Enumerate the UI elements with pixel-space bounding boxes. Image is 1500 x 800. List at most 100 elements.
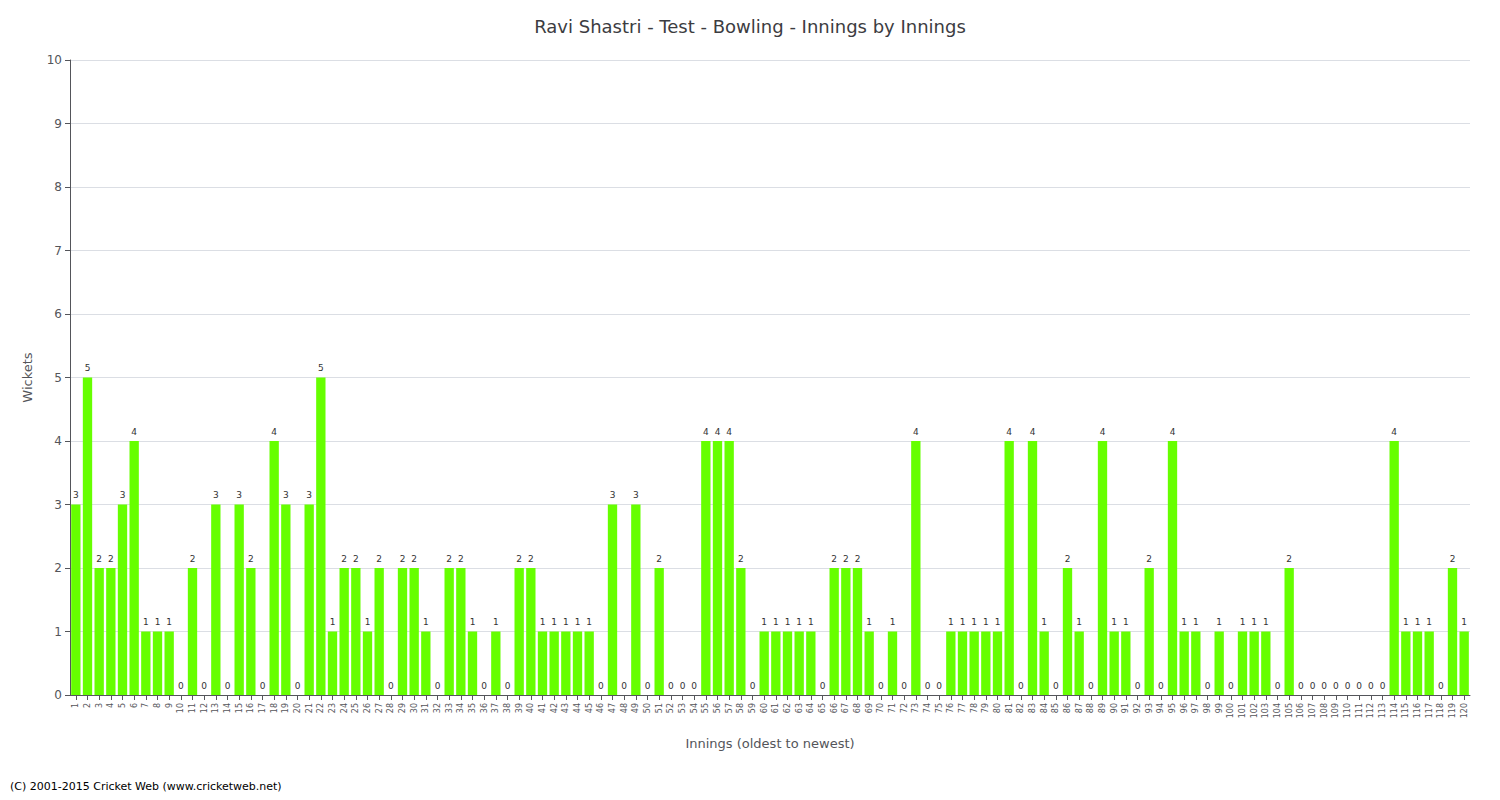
svg-text:2: 2 bbox=[446, 554, 452, 564]
svg-text:7: 7 bbox=[54, 244, 62, 258]
svg-text:0: 0 bbox=[820, 681, 826, 691]
svg-text:3: 3 bbox=[213, 490, 219, 500]
svg-text:1: 1 bbox=[971, 617, 977, 627]
svg-text:105: 105 bbox=[1285, 703, 1294, 718]
svg-text:51: 51 bbox=[655, 703, 664, 713]
svg-text:4: 4 bbox=[913, 427, 919, 437]
svg-text:81: 81 bbox=[1005, 703, 1014, 713]
svg-text:12: 12 bbox=[200, 703, 209, 713]
svg-text:0: 0 bbox=[598, 681, 604, 691]
svg-text:0: 0 bbox=[750, 681, 756, 691]
svg-text:104: 104 bbox=[1273, 703, 1282, 718]
svg-text:73: 73 bbox=[911, 703, 920, 713]
svg-text:84: 84 bbox=[1040, 703, 1049, 713]
svg-text:15: 15 bbox=[235, 703, 244, 713]
svg-text:3: 3 bbox=[610, 490, 616, 500]
svg-text:1: 1 bbox=[948, 617, 954, 627]
svg-text:85: 85 bbox=[1051, 703, 1060, 713]
svg-text:4: 4 bbox=[54, 434, 62, 448]
svg-text:103: 103 bbox=[1261, 703, 1270, 718]
svg-text:28: 28 bbox=[386, 703, 395, 713]
svg-text:91: 91 bbox=[1121, 703, 1130, 713]
svg-text:96: 96 bbox=[1180, 703, 1189, 713]
svg-text:1: 1 bbox=[1041, 617, 1047, 627]
svg-text:0: 0 bbox=[1333, 681, 1339, 691]
svg-text:1: 1 bbox=[540, 617, 546, 627]
svg-text:50: 50 bbox=[643, 703, 652, 713]
svg-text:1: 1 bbox=[365, 617, 371, 627]
svg-text:2: 2 bbox=[656, 554, 662, 564]
svg-text:113: 113 bbox=[1378, 703, 1387, 718]
svg-text:1: 1 bbox=[785, 617, 791, 627]
svg-text:37: 37 bbox=[491, 703, 500, 713]
svg-text:0: 0 bbox=[178, 681, 184, 691]
svg-text:Innings (oldest to newest): Innings (oldest to newest) bbox=[685, 736, 854, 751]
svg-text:10: 10 bbox=[47, 53, 62, 67]
svg-text:33: 33 bbox=[445, 703, 454, 713]
svg-text:65: 65 bbox=[818, 703, 827, 713]
svg-text:34: 34 bbox=[456, 703, 465, 713]
svg-text:67: 67 bbox=[841, 703, 850, 713]
svg-text:57: 57 bbox=[725, 703, 734, 713]
svg-text:3: 3 bbox=[54, 498, 62, 512]
svg-text:4: 4 bbox=[271, 427, 277, 437]
svg-text:59: 59 bbox=[748, 703, 757, 713]
svg-text:44: 44 bbox=[573, 703, 582, 713]
svg-text:69: 69 bbox=[865, 703, 874, 713]
svg-text:22: 22 bbox=[316, 703, 325, 713]
svg-text:5: 5 bbox=[118, 703, 127, 708]
svg-text:0: 0 bbox=[1053, 681, 1059, 691]
svg-text:77: 77 bbox=[958, 703, 967, 713]
svg-text:1: 1 bbox=[71, 703, 80, 708]
svg-text:97: 97 bbox=[1191, 703, 1200, 713]
svg-text:83: 83 bbox=[1028, 703, 1037, 713]
svg-text:0: 0 bbox=[936, 681, 942, 691]
svg-text:56: 56 bbox=[713, 703, 722, 713]
svg-text:1: 1 bbox=[563, 617, 569, 627]
svg-text:0: 0 bbox=[481, 681, 487, 691]
svg-text:0: 0 bbox=[388, 681, 394, 691]
svg-text:18: 18 bbox=[270, 703, 279, 713]
svg-text:0: 0 bbox=[1368, 681, 1374, 691]
svg-text:74: 74 bbox=[923, 703, 932, 713]
svg-text:87: 87 bbox=[1075, 703, 1084, 713]
svg-text:4: 4 bbox=[131, 427, 137, 437]
svg-text:2: 2 bbox=[341, 554, 347, 564]
svg-text:9: 9 bbox=[54, 117, 62, 131]
svg-text:58: 58 bbox=[736, 703, 745, 713]
svg-text:0: 0 bbox=[505, 681, 511, 691]
svg-text:3: 3 bbox=[120, 490, 126, 500]
svg-text:0: 0 bbox=[1135, 681, 1141, 691]
svg-text:120: 120 bbox=[1460, 703, 1469, 718]
svg-text:53: 53 bbox=[678, 703, 687, 713]
svg-text:Wickets: Wickets bbox=[20, 352, 35, 402]
svg-text:0: 0 bbox=[1205, 681, 1211, 691]
svg-text:40: 40 bbox=[526, 703, 535, 713]
svg-text:119: 119 bbox=[1448, 703, 1457, 718]
svg-text:60: 60 bbox=[760, 703, 769, 713]
svg-text:61: 61 bbox=[771, 703, 780, 713]
svg-text:2: 2 bbox=[831, 554, 837, 564]
svg-text:8: 8 bbox=[153, 703, 162, 708]
svg-text:55: 55 bbox=[701, 703, 710, 713]
svg-text:30: 30 bbox=[410, 703, 419, 713]
svg-text:109: 109 bbox=[1331, 703, 1340, 718]
svg-text:6: 6 bbox=[130, 703, 139, 708]
svg-text:2: 2 bbox=[248, 554, 254, 564]
svg-text:5: 5 bbox=[85, 363, 91, 373]
svg-text:43: 43 bbox=[561, 703, 570, 713]
svg-text:4: 4 bbox=[1006, 427, 1012, 437]
svg-text:3: 3 bbox=[73, 490, 79, 500]
svg-text:13: 13 bbox=[211, 703, 220, 713]
svg-text:100: 100 bbox=[1226, 703, 1235, 718]
svg-text:38: 38 bbox=[503, 703, 512, 713]
svg-text:2: 2 bbox=[1450, 554, 1456, 564]
svg-text:1: 1 bbox=[54, 625, 62, 639]
svg-text:0: 0 bbox=[1018, 681, 1024, 691]
svg-text:2: 2 bbox=[411, 554, 417, 564]
svg-text:(C) 2001-2015 Cricket Web (www: (C) 2001-2015 Cricket Web (www.cricketwe… bbox=[10, 780, 282, 793]
svg-text:2: 2 bbox=[855, 554, 861, 564]
svg-text:11: 11 bbox=[188, 703, 197, 713]
svg-text:54: 54 bbox=[690, 703, 699, 713]
svg-text:4: 4 bbox=[1030, 427, 1036, 437]
